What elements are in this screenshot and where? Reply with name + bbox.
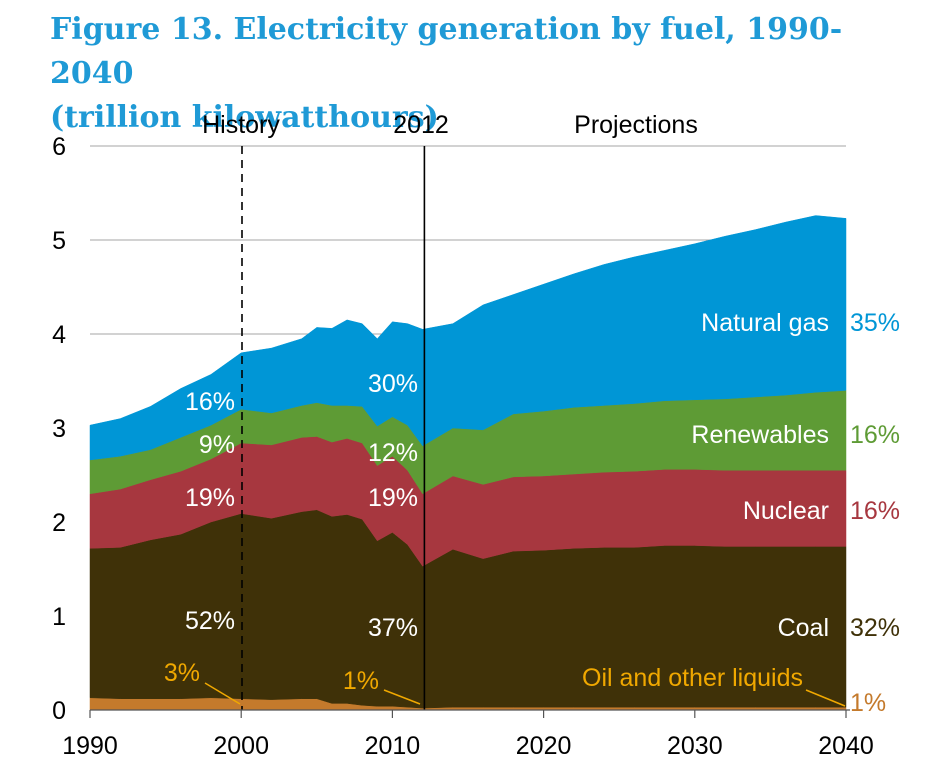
x-tick-label: 2030 <box>667 732 723 760</box>
x-tick-label: 2010 <box>365 732 421 760</box>
share-2040-coal: 32% <box>850 614 900 642</box>
series-label-coal: Coal <box>778 614 829 642</box>
annotation-2000-oil: 3% <box>164 659 200 687</box>
series-label-oil-leader <box>805 689 846 707</box>
series-label-renewables: Renewables <box>691 421 829 449</box>
share-2040-oil: 1% <box>850 689 886 717</box>
x-tick-label: 2000 <box>213 732 269 760</box>
projections-label: Projections <box>574 111 698 139</box>
divider-layer <box>241 146 426 710</box>
y-tick-label: 4 <box>52 321 66 349</box>
y-tick-label: 1 <box>52 603 66 631</box>
chart-title: Figure 13. Electricity generation by fue… <box>50 8 910 140</box>
share-2040-renewables: 16% <box>850 421 900 449</box>
chart-title-line-1: Figure 13. Electricity generation by fue… <box>50 12 843 91</box>
annotation-2000-oil-leader <box>204 682 241 705</box>
divider-year-label: 2012 <box>393 111 449 139</box>
chart-title-line-2: (trillion kilowatthours) <box>50 100 439 135</box>
series-label-nuclear: Nuclear <box>743 497 829 525</box>
annotation-2012-natural-gas: 30% <box>368 370 418 398</box>
annotation-2012-coal: 37% <box>368 614 418 642</box>
annotation-2000-natural-gas: 16% <box>185 388 235 416</box>
y-tick-label: 0 <box>52 697 66 725</box>
annotation-2012-nuclear: 19% <box>368 484 418 512</box>
tick-layer: 0 1 2 3 4 5 6 1990 2000 2010 2020 2030 2040 <box>52 133 874 760</box>
share-2040-nuclear: 16% <box>850 497 900 525</box>
series-label-natural-gas: Natural gas <box>701 309 829 337</box>
area-layer <box>89 215 847 711</box>
y-tick-label: 3 <box>52 415 66 443</box>
annotation-2000-nuclear: 19% <box>185 484 235 512</box>
area-natural-gas <box>89 215 847 461</box>
y-tick-label: 2 <box>52 509 66 537</box>
annotation-2012-oil: 1% <box>343 667 379 695</box>
history-label: History <box>202 111 280 139</box>
annotation-2000-coal: 52% <box>185 607 235 635</box>
y-tick-label: 6 <box>52 133 66 161</box>
y-tick-label: 5 <box>52 227 66 255</box>
series-label-oil: Oil and other liquids <box>582 664 803 692</box>
annotation-2000-renewables: 9% <box>199 431 235 459</box>
annotation-2012-oil-leader <box>383 689 421 705</box>
x-tick-label: 2040 <box>818 732 874 760</box>
annotation-2012-renewables: 12% <box>368 439 418 467</box>
x-tick-label: 1990 <box>62 732 118 760</box>
share-2040-natural-gas: 35% <box>850 309 900 337</box>
x-tick-label: 2020 <box>516 732 572 760</box>
